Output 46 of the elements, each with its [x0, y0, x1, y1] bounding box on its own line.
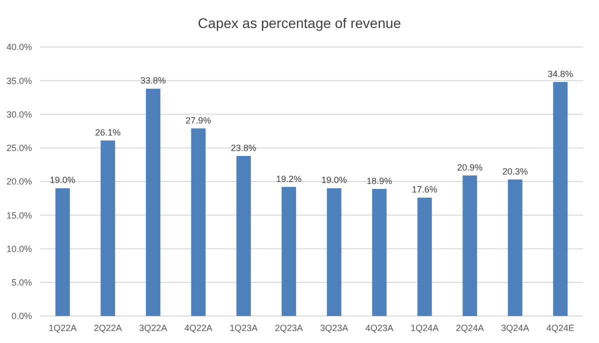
x-tick-label: 4Q23A [365, 323, 394, 333]
y-tick-label: 0.0% [11, 311, 32, 322]
bar [508, 179, 522, 316]
bar [417, 198, 432, 316]
data-label: 20.3% [502, 166, 528, 176]
y-tick-label: 10.0% [6, 244, 32, 254]
bar [553, 82, 568, 316]
x-tick-label: 4Q22A [184, 323, 212, 333]
bar [55, 188, 70, 316]
data-label: 34.8% [548, 68, 574, 79]
y-tick-label: 15.0% [6, 210, 32, 220]
bar [100, 140, 116, 316]
y-tick-label: 30.0% [6, 109, 32, 120]
bar [326, 188, 342, 316]
x-tick-label: 3Q22A [139, 323, 168, 333]
x-tick-label: 1Q23A [230, 323, 258, 333]
data-label: 19.2% [276, 174, 302, 184]
y-tick-label: 20.0% [6, 176, 32, 187]
y-tick-label: 5.0% [11, 278, 32, 288]
x-tick-label: 2Q22A [94, 323, 122, 333]
bar [462, 175, 478, 316]
bar [191, 128, 206, 316]
bar [146, 88, 160, 316]
x-tick-label: 1Q22A [48, 323, 77, 333]
data-label: 23.8% [230, 142, 256, 153]
data-label: 26.1% [95, 127, 121, 138]
bar [236, 156, 251, 316]
x-tick-label: 1Q24A [410, 323, 439, 333]
data-label: 19.0% [50, 175, 76, 186]
data-label: 33.8% [140, 76, 166, 86]
y-tick-label: 25.0% [6, 143, 32, 154]
data-label: 19.0% [321, 175, 347, 186]
data-label: 27.9% [186, 115, 212, 126]
data-label: 18.9% [366, 176, 392, 186]
data-label: 17.6% [412, 184, 438, 195]
x-tick-label: 2Q24A [456, 323, 484, 333]
x-tick-label: 3Q24A [501, 323, 530, 333]
y-tick-label: 35.0% [6, 76, 32, 86]
x-tick-label: 3Q23A [320, 323, 348, 333]
data-label: 20.9% [457, 162, 483, 172]
bar [282, 186, 296, 316]
x-tick-label: 4Q24E [546, 323, 574, 333]
x-tick-label: 2Q23A [274, 323, 303, 333]
bar [372, 188, 387, 316]
chart-title: Capex as percentage of revenue [198, 15, 402, 31]
y-tick-label: 40.0% [6, 42, 32, 52]
